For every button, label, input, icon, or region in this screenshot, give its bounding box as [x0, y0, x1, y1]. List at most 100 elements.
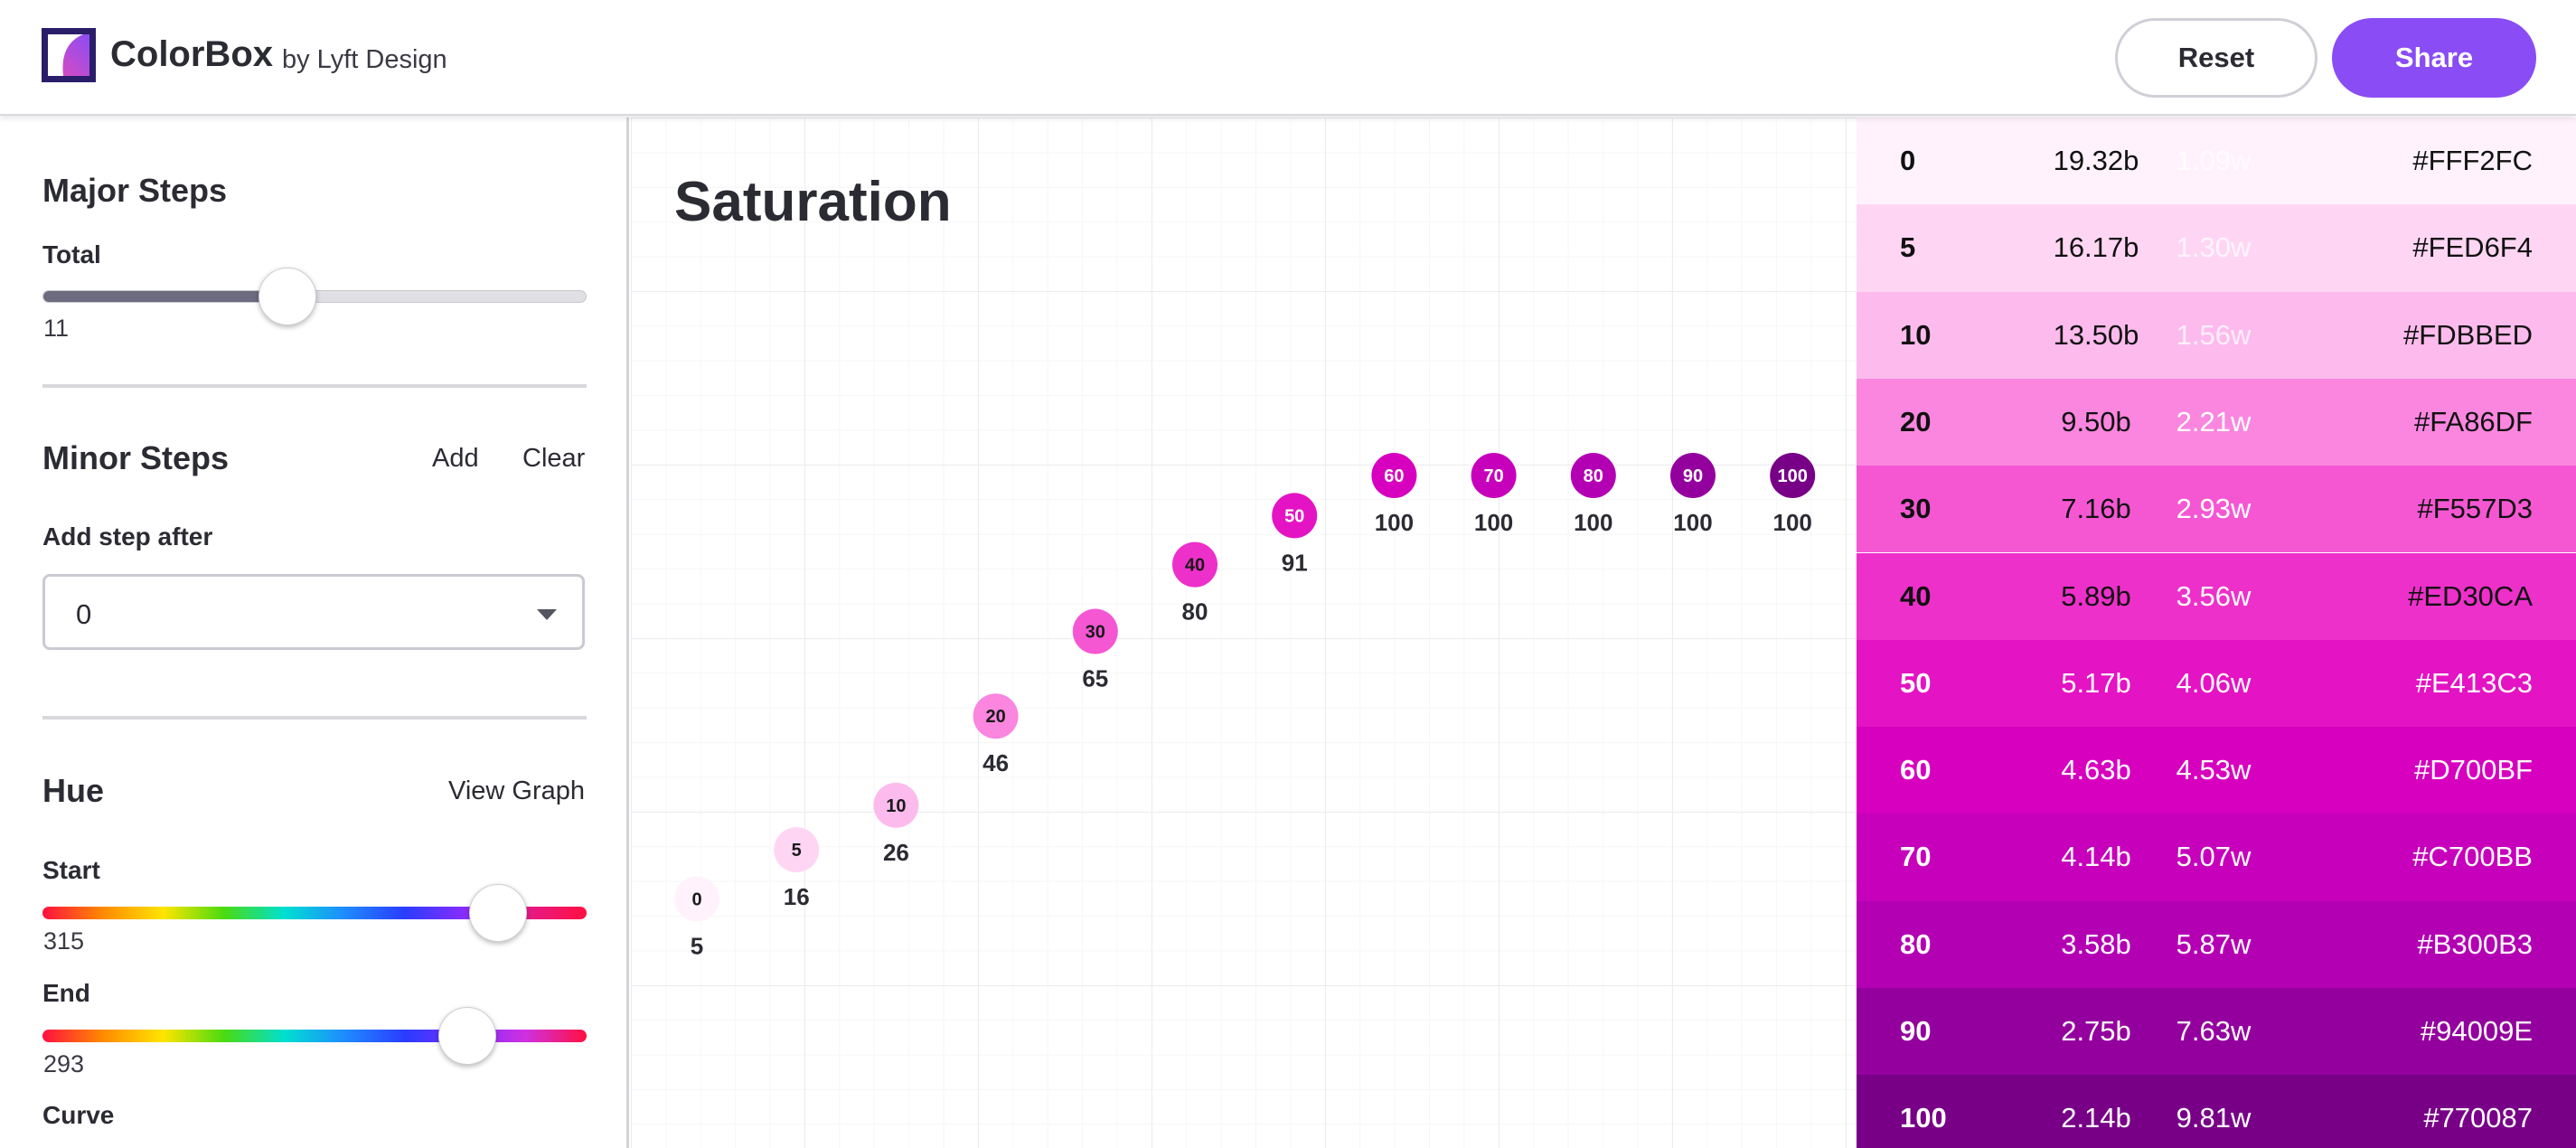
hue-title: Hue: [42, 772, 105, 809]
chevron-down-icon: [537, 609, 557, 620]
data-point[interactable]: 100 100: [1770, 453, 1816, 536]
hue-start-value: 315: [43, 927, 85, 955]
data-point-value-label: 26: [883, 839, 909, 866]
data-point[interactable]: 80 100: [1570, 453, 1616, 536]
palette-swatch[interactable]: 5 16.17b 1.30w #FED6F4: [1857, 204, 2576, 292]
palette-swatch[interactable]: 60 4.63b 4.53w #D700BF: [1857, 727, 2576, 814]
data-point-step-label: 80: [1584, 466, 1603, 486]
swatch-step-label: 40: [1900, 579, 1932, 612]
data-point-marker[interactable]: [1770, 453, 1816, 498]
hue-end-slider[interactable]: [42, 1030, 587, 1042]
swatch-hex-value: #D700BF: [2414, 754, 2533, 786]
swatch-step-label: 80: [1900, 927, 1932, 960]
total-slider-thumb[interactable]: [258, 268, 316, 325]
palette-swatch[interactable]: 0 19.32b 1.09w #FFF2FC: [1857, 118, 2576, 205]
data-point[interactable]: 30 65: [1072, 608, 1118, 692]
swatch-step-label: 70: [1900, 841, 1932, 873]
data-point-value-label: 100: [1673, 509, 1712, 536]
data-point-marker[interactable]: [1072, 608, 1118, 654]
color-palette-list: 0 19.32b 1.09w #FFF2FC 5 16.17b 1.30w #FED6F4 10…: [1857, 118, 2576, 1148]
palette-swatch[interactable]: 80 3.58b 5.87w #B300B3: [1857, 900, 2576, 988]
data-point-value-label: 100: [1474, 509, 1513, 536]
swatch-white-contrast: 4.53w: [2176, 754, 2252, 786]
data-point[interactable]: 10 26: [873, 782, 919, 866]
swatch-white-contrast: 9.81w: [2176, 1102, 2252, 1134]
palette-swatch[interactable]: 90 2.75b 7.63w #94009E: [1857, 988, 2576, 1076]
controls-sidebar: Major Steps Total 11 Minor Steps Add Cle…: [0, 118, 629, 1148]
palette-swatch[interactable]: 20 9.50b 2.21w #FA86DF: [1857, 378, 2576, 466]
hue-start-label: Start: [42, 856, 100, 884]
swatch-hex-value: #F557D3: [2417, 493, 2533, 525]
data-point-value-label: 46: [982, 749, 1009, 776]
share-button[interactable]: Share: [2332, 18, 2536, 98]
swatch-hex-value: #B300B3: [2417, 927, 2533, 960]
swatch-step-label: 0: [1900, 145, 1916, 176]
data-point[interactable]: 90 100: [1670, 453, 1716, 536]
data-point-step-label: 100: [1778, 466, 1808, 486]
data-point[interactable]: 60 100: [1371, 453, 1417, 536]
data-point-step-label: 40: [1185, 556, 1205, 576]
swatch-hex-value: #C700BB: [2412, 841, 2533, 873]
data-point-marker[interactable]: [1570, 453, 1616, 498]
colorbox-logo-icon[interactable]: [42, 28, 96, 82]
palette-swatch[interactable]: 70 4.14b 5.07w #C700BB: [1857, 814, 2576, 901]
data-point[interactable]: 5 16: [774, 827, 820, 910]
data-point[interactable]: 40 80: [1172, 541, 1217, 626]
palette-swatch[interactable]: 50 5.17b 4.06w #E413C3: [1857, 639, 2576, 728]
swatch-hex-value: #FFF2FC: [2412, 145, 2533, 176]
swatch-white-contrast: 1.56w: [2176, 318, 2252, 351]
hue-end-slider-thumb[interactable]: [437, 1007, 496, 1065]
hue-end-value: 293: [43, 1050, 85, 1077]
swatch-hex-value: #ED30CA: [2408, 579, 2533, 612]
app-header: ColorBox by Lyft Design Reset Share: [0, 0, 2576, 116]
data-point-marker[interactable]: [1371, 453, 1417, 498]
palette-swatch[interactable]: 100 2.14b 9.81w #770087: [1857, 1075, 2576, 1148]
swatch-step-label: 20: [1900, 405, 1932, 438]
data-point-marker[interactable]: [1471, 453, 1517, 498]
data-point-marker[interactable]: [674, 876, 719, 922]
data-point[interactable]: 70 100: [1471, 453, 1517, 536]
add-step-after-label: Add step after: [42, 522, 213, 550]
total-label: Total: [42, 240, 101, 268]
data-point-marker[interactable]: [973, 693, 1019, 739]
data-point-value-label: 16: [784, 883, 810, 910]
data-point-value-label: 100: [1375, 509, 1414, 536]
add-minor-step-button[interactable]: Add: [432, 444, 479, 473]
palette-swatch[interactable]: 10 13.50b 1.56w #FDBBED: [1857, 291, 2576, 379]
data-point[interactable]: 05: [674, 876, 719, 959]
data-point-marker[interactable]: [1670, 453, 1716, 498]
data-point-value-label: 100: [1574, 509, 1612, 536]
graph-title: Saturation: [674, 171, 952, 233]
hue-start-slider-thumb[interactable]: [468, 884, 527, 942]
palette-swatch[interactable]: 30 7.16b 2.93w #F557D3: [1857, 466, 2576, 553]
view-graph-button[interactable]: View Graph: [448, 776, 585, 805]
swatch-step-label: 50: [1900, 666, 1932, 699]
clear-minor-steps-button[interactable]: Clear: [522, 444, 586, 473]
data-point-marker[interactable]: [774, 827, 820, 873]
reset-button[interactable]: Reset: [2115, 18, 2317, 98]
data-point-step-label: 90: [1683, 466, 1703, 486]
swatch-white-contrast: 4.06w: [2176, 666, 2252, 699]
swatch-step-label: 5: [1900, 231, 1916, 264]
data-point-step-label: 10: [886, 796, 906, 816]
data-point-marker[interactable]: [873, 782, 919, 828]
hue-start-slider[interactable]: [42, 907, 587, 919]
add-step-after-select[interactable]: 0: [42, 574, 585, 650]
swatch-step-label: 90: [1900, 1015, 1932, 1047]
swatch-black-contrast: 13.50b: [2053, 318, 2139, 351]
swatch-hex-value: #94009E: [2420, 1015, 2533, 1047]
saturation-graph-panel: Saturation 0 5 5 16 10 26 20 46 30 65 40 80 50 91 60 10…: [631, 118, 1857, 1148]
swatch-hex-value: #770087: [2423, 1102, 2533, 1134]
swatch-hex-value: #E413C3: [2415, 666, 2533, 699]
palette-swatch[interactable]: 40 5.89b 3.56w #ED30CA: [1857, 552, 2576, 640]
swatch-white-contrast: 1.09w: [2176, 145, 2252, 176]
data-point-marker[interactable]: [1272, 493, 1318, 539]
section-divider: [42, 384, 587, 388]
data-point-marker[interactable]: [1172, 541, 1217, 588]
data-point[interactable]: 50 91: [1272, 493, 1318, 576]
data-point-step-label: 0: [691, 889, 701, 909]
swatch-step-label: 10: [1900, 318, 1932, 351]
swatch-black-contrast: 2.75b: [2061, 1015, 2131, 1047]
data-point-step-label: 70: [1483, 466, 1503, 486]
